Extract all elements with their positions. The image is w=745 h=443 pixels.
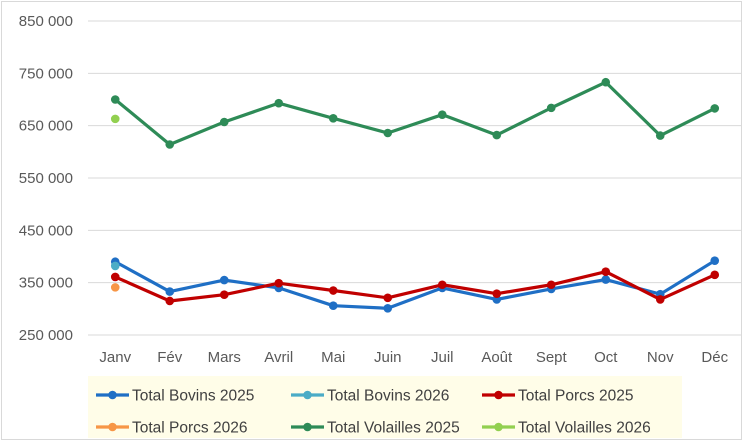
- series-line: [113, 270, 717, 303]
- data-point: [601, 275, 611, 284]
- legend-label: Total Bovins 2025: [132, 388, 254, 405]
- data-point: [601, 77, 611, 87]
- data-point: [383, 128, 393, 138]
- legend-item: Total Porcs 2026: [96, 420, 247, 437]
- series-line: [113, 80, 717, 147]
- legend-marker: [494, 390, 503, 400]
- x-axis-ticks: Janv Fév Mars Avril Mai Juin Juil Août Sept Oct No…: [99, 349, 728, 366]
- series-line: [113, 259, 717, 310]
- data-point: [274, 278, 284, 288]
- data-point: [274, 98, 284, 108]
- legend-label: Total Volailles 2025: [327, 420, 460, 437]
- y-tick-label: 750 000: [19, 65, 73, 82]
- legend-marker: [494, 422, 503, 432]
- data-point: [437, 280, 447, 290]
- y-axis-ticks: 250 000 350 000 450 000 550 000 650 000 750 0…: [19, 13, 73, 344]
- legend-label: Total Volailles 2026: [518, 420, 651, 437]
- data-point: [165, 296, 175, 306]
- legend-item: Total Porcs 2025: [482, 388, 633, 405]
- y-tick-label: 350 000: [19, 275, 73, 292]
- x-tick-label: Mai: [321, 349, 345, 366]
- y-tick-label: 550 000: [19, 170, 73, 187]
- y-tick-label: 650 000: [19, 118, 73, 135]
- legend-item: Total Bovins 2026: [291, 388, 449, 405]
- data-point: [219, 290, 229, 300]
- data-point: [710, 104, 720, 113]
- y-tick-label: 250 000: [19, 327, 73, 344]
- data-point: [328, 286, 338, 295]
- data-point: [219, 117, 229, 127]
- x-tick-label: Janv: [99, 349, 131, 366]
- data-point: [492, 289, 502, 298]
- series-group: [110, 77, 720, 313]
- x-tick-label: Avril: [264, 349, 293, 366]
- data-point: [710, 270, 720, 280]
- x-tick-label: Oct: [594, 349, 618, 366]
- legend-label: Total Porcs 2025: [518, 388, 633, 405]
- data-point: [492, 130, 502, 140]
- data-point: [110, 261, 120, 271]
- x-tick-label: Sept: [536, 349, 568, 366]
- data-point: [601, 267, 611, 276]
- data-point: [110, 95, 120, 104]
- x-tick-label: Mars: [208, 349, 241, 366]
- data-point: [110, 283, 120, 292]
- data-point: [710, 256, 720, 265]
- data-point: [165, 287, 175, 296]
- legend-marker: [303, 390, 312, 400]
- data-point: [546, 280, 556, 290]
- legend: Total Bovins 2025 Total Bovins 2026 Total …: [96, 388, 651, 437]
- data-point: [328, 301, 338, 310]
- legend-item: Total Volailles 2026: [482, 420, 651, 437]
- legend-item: Total Volailles 2025: [291, 420, 460, 437]
- legend-marker: [108, 422, 117, 432]
- gridlines: [88, 20, 742, 336]
- x-tick-label: Juin: [374, 349, 402, 366]
- y-tick-label: 450 000: [19, 222, 73, 239]
- legend-marker: [303, 422, 312, 432]
- legend-marker: [108, 390, 117, 400]
- data-point: [655, 131, 665, 140]
- data-point: [165, 140, 175, 149]
- y-tick-label: 850 000: [19, 13, 73, 30]
- data-point: [383, 304, 393, 313]
- x-tick-label: Août: [481, 349, 513, 366]
- x-tick-label: Juil: [431, 349, 454, 366]
- legend-label: Total Porcs 2026: [132, 420, 247, 437]
- data-point: [110, 272, 120, 282]
- data-point: [546, 103, 556, 113]
- x-tick-label: Nov: [647, 349, 674, 366]
- data-point: [328, 114, 338, 123]
- legend-item: Total Bovins 2025: [96, 388, 254, 405]
- legend-background: [88, 376, 682, 438]
- data-point: [110, 114, 120, 124]
- data-point: [383, 293, 393, 303]
- data-point: [219, 275, 229, 285]
- data-point: [437, 110, 447, 119]
- x-tick-label: Fév: [157, 349, 183, 366]
- x-tick-label: Déc: [701, 349, 728, 366]
- legend-label: Total Bovins 2026: [327, 388, 449, 405]
- data-point: [655, 295, 665, 304]
